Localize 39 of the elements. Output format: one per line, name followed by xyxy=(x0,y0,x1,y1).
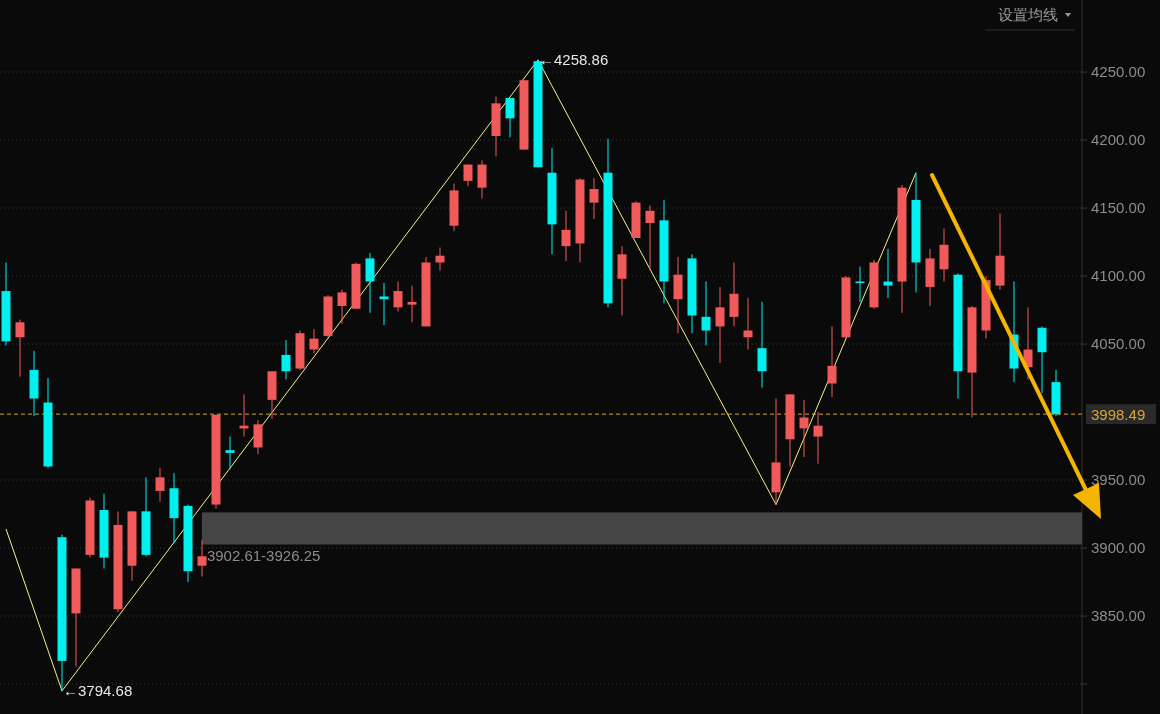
ref-line-label: 3998.49 xyxy=(1091,406,1146,424)
candlestick xyxy=(715,286,725,364)
candlestick xyxy=(799,399,809,458)
candlestick xyxy=(365,252,375,314)
candlestick xyxy=(253,419,263,455)
y-tick-label: 4100.00 xyxy=(1091,267,1146,285)
candlestick xyxy=(225,436,235,470)
candlestick xyxy=(197,539,207,578)
candlestick xyxy=(15,319,25,378)
candlestick xyxy=(337,289,347,325)
candlestick xyxy=(407,285,417,323)
y-tick-label: 3850.00 xyxy=(1091,607,1146,625)
band-label: 3902.61-3926.25 xyxy=(206,546,321,564)
candlestick xyxy=(589,177,599,220)
candlestick xyxy=(155,467,165,503)
y-tick-label: 3950.00 xyxy=(1091,471,1146,489)
candlestick xyxy=(645,204,655,272)
candlestick xyxy=(281,339,291,380)
candlestick xyxy=(309,328,319,355)
candlestick xyxy=(883,248,893,299)
candlestick xyxy=(757,301,767,389)
y-tick-label: 4200.00 xyxy=(1091,131,1146,149)
candlestick xyxy=(379,282,389,326)
y-tick-label: 4250.00 xyxy=(1091,63,1146,81)
candlestick xyxy=(743,297,753,351)
y-tick-label: 4150.00 xyxy=(1091,199,1146,217)
candlestick xyxy=(729,261,739,327)
candlestick xyxy=(701,281,711,346)
candlestick xyxy=(813,411,823,465)
candlestick xyxy=(827,325,837,398)
candlestick xyxy=(393,281,403,312)
y-tick-label: 3900.00 xyxy=(1091,539,1146,557)
annotation: ←4258.86 xyxy=(539,51,609,69)
annotation: ←3794.68 xyxy=(63,682,133,700)
candlestick xyxy=(477,159,487,200)
candlestick xyxy=(505,97,515,138)
candlestick xyxy=(561,210,571,262)
y-tick-label: 4050.00 xyxy=(1091,335,1146,353)
annotation: 设置均线 xyxy=(998,6,1058,23)
